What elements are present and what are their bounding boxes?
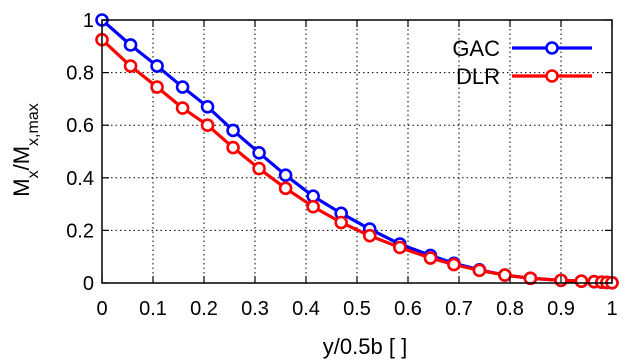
y-tick-label: 1 xyxy=(83,10,94,32)
y-axis-label-main: M xyxy=(9,178,34,196)
data-point-gac xyxy=(226,123,240,138)
data-point-dlr xyxy=(523,271,538,286)
data-point-dlr xyxy=(175,101,190,115)
y-axis-label-sub2: x,max xyxy=(25,103,42,146)
data-point-gac xyxy=(278,168,293,182)
y-axis-label: Mx/Mx,max xyxy=(9,103,42,196)
x-tick-label: 0.6 xyxy=(394,298,422,320)
data-point-gac xyxy=(175,80,190,94)
y-tick-label: 0.6 xyxy=(66,115,94,137)
legend-label-gac: GAC xyxy=(452,36,500,61)
ticks: 0 0.1 0.2 0.3 0.4 0.5 0.6 0.7 0.8 0.9 1 0 0.2 0.4 0.6 0… xyxy=(66,10,617,320)
y-tick-label: 0.2 xyxy=(66,220,94,242)
x-tick-label: 0 xyxy=(96,298,107,320)
data-point-gac xyxy=(150,59,164,73)
data-point-dlr xyxy=(574,274,589,288)
data-point-dlr xyxy=(362,228,377,243)
legend-marker-gac xyxy=(545,41,559,55)
x-tick-label: 0.3 xyxy=(241,298,269,320)
y-tick-label: 0.8 xyxy=(66,63,94,85)
data-point-dlr xyxy=(200,118,215,132)
x-tick-label: 1 xyxy=(606,298,617,320)
legend: GAC DLR xyxy=(452,36,592,89)
data-point-dlr xyxy=(334,215,348,230)
x-axis-label: y/0.5b [ ] xyxy=(323,334,407,359)
x-tick-label: 0.1 xyxy=(139,298,167,320)
data-point-dlr xyxy=(123,59,138,73)
data-point-dlr xyxy=(278,181,293,196)
data-point-dlr xyxy=(423,251,438,265)
legend-marker-dlr xyxy=(545,69,559,83)
data-point-dlr xyxy=(393,240,407,255)
data-point-dlr xyxy=(472,263,487,278)
x-tick-label: 0.2 xyxy=(190,298,218,320)
x-tick-label: 0.9 xyxy=(547,298,575,320)
x-tick-label: 0.8 xyxy=(496,298,524,320)
data-point-gac xyxy=(200,99,215,114)
x-tick-label: 0.5 xyxy=(343,298,371,320)
x-tick-label: 0.4 xyxy=(292,298,320,320)
x-tick-label: 0.7 xyxy=(445,298,473,320)
data-point-dlr xyxy=(252,161,266,176)
data-point-dlr xyxy=(226,140,240,155)
y-axis-label-sep: /M xyxy=(9,146,34,170)
series-layer xyxy=(95,13,619,290)
data-point-dlr xyxy=(150,80,164,94)
legend-label-dlr: DLR xyxy=(456,64,500,89)
y-axis-label-sub1: x xyxy=(25,170,42,178)
data-point-gac xyxy=(123,38,138,52)
data-point-gac xyxy=(252,146,266,160)
y-tick-label: 0.4 xyxy=(66,168,94,190)
data-point-dlr xyxy=(306,199,320,214)
grid xyxy=(102,20,612,283)
series-dlr xyxy=(95,32,619,290)
y-tick-label: 0 xyxy=(83,273,94,295)
data-point-dlr xyxy=(498,268,512,282)
data-point-dlr xyxy=(447,257,461,272)
